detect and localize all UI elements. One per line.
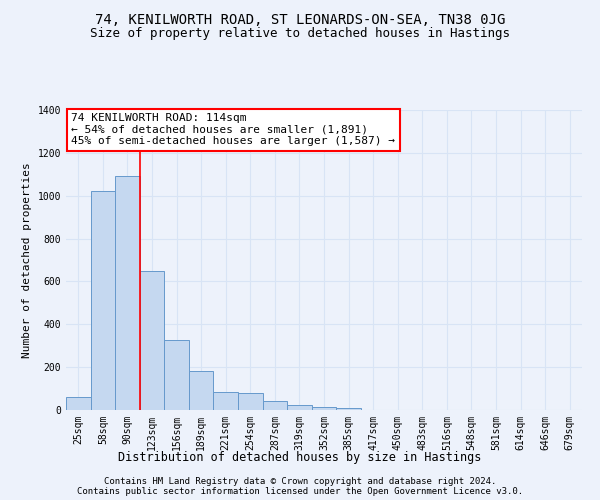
Text: Contains HM Land Registry data © Crown copyright and database right 2024.: Contains HM Land Registry data © Crown c… bbox=[104, 476, 496, 486]
Text: Size of property relative to detached houses in Hastings: Size of property relative to detached ho… bbox=[90, 28, 510, 40]
Text: 74, KENILWORTH ROAD, ST LEONARDS-ON-SEA, TN38 0JG: 74, KENILWORTH ROAD, ST LEONARDS-ON-SEA,… bbox=[95, 12, 505, 26]
Bar bbox=[91, 192, 115, 410]
Text: Distribution of detached houses by size in Hastings: Distribution of detached houses by size … bbox=[118, 451, 482, 464]
Bar bbox=[66, 397, 91, 410]
Y-axis label: Number of detached properties: Number of detached properties bbox=[22, 162, 32, 358]
Bar bbox=[312, 407, 336, 410]
Bar bbox=[287, 404, 312, 410]
Bar bbox=[214, 392, 238, 410]
Bar bbox=[263, 402, 287, 410]
Bar bbox=[164, 340, 189, 410]
Bar bbox=[336, 408, 361, 410]
Bar bbox=[115, 176, 140, 410]
Bar bbox=[238, 393, 263, 410]
Bar bbox=[140, 270, 164, 410]
Text: Contains public sector information licensed under the Open Government Licence v3: Contains public sector information licen… bbox=[77, 486, 523, 496]
Bar bbox=[189, 372, 214, 410]
Text: 74 KENILWORTH ROAD: 114sqm
← 54% of detached houses are smaller (1,891)
45% of s: 74 KENILWORTH ROAD: 114sqm ← 54% of deta… bbox=[71, 113, 395, 146]
